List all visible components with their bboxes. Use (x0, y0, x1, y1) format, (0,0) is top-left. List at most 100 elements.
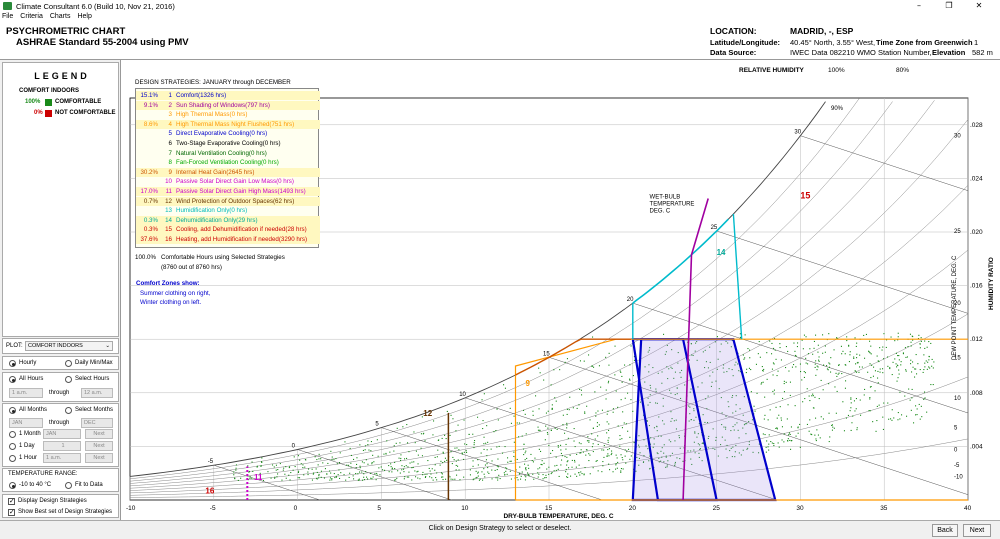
menu-charts[interactable]: Charts (49, 13, 71, 20)
strategy-row-9[interactable]: 30.2% 9 Internal Heat Gain(2645 hrs) (136, 167, 320, 178)
next-button[interactable]: Next (963, 524, 991, 537)
select-hours-radio[interactable] (65, 376, 72, 383)
data-point (542, 478, 544, 480)
strategy-row-16[interactable]: 37.6% 16 Heating, add Humidification if ne… (136, 235, 320, 245)
data-point (602, 461, 604, 463)
data-point (415, 476, 417, 478)
wet-bulb-label: DEG. C (650, 209, 671, 215)
data-point (552, 450, 554, 452)
data-point (569, 454, 571, 456)
one-day-field[interactable]: 1 (43, 441, 81, 451)
one-month-next-button[interactable]: Next (85, 429, 113, 439)
data-point (348, 476, 350, 478)
data-point (834, 386, 836, 388)
temp-range-radio-2[interactable] (65, 482, 72, 489)
hour-from-field[interactable]: 1 a.m. (9, 388, 43, 398)
strategy-row-3[interactable]: 3 High Thermal Mass(0 hrs) (136, 110, 320, 119)
data-point (728, 406, 730, 408)
strategy-row-11[interactable]: 17.0% 11 Passive Solar Direct Gain High Ma… (136, 187, 320, 197)
temp-range-radio-1[interactable] (9, 482, 16, 489)
data-point (704, 349, 706, 351)
data-point (671, 367, 673, 369)
data-point (463, 476, 465, 478)
menu-criteria[interactable]: Criteria (20, 13, 43, 20)
data-point (233, 474, 235, 476)
menu-help[interactable]: Help (77, 13, 92, 20)
data-point (612, 411, 614, 413)
data-point (889, 367, 891, 369)
data-point (812, 407, 814, 409)
minimize-button[interactable]: – (917, 1, 921, 10)
show-best-checkbox[interactable]: ✓ (8, 509, 15, 516)
hour-to-field[interactable]: 12 a.m. (81, 388, 113, 398)
legend-not-pct: 0% (34, 110, 43, 116)
hourly-radio[interactable] (9, 360, 16, 367)
data-point (704, 367, 706, 369)
strategy-row-14[interactable]: 0.3% 14 Dehumidification Only(29 hrs) (136, 215, 320, 226)
strategy-row-15[interactable]: 0.3% 15 Cooling, add Dehumidification if n… (136, 225, 320, 235)
strategy-row-4[interactable]: 8.6% 4 High Thermal Mass Night Flushed(751… (136, 119, 320, 130)
data-point (780, 359, 782, 361)
strategy-row-13[interactable]: 13 Humidification Only(0 hrs) (136, 206, 320, 215)
wet-bulb-line (716, 230, 969, 314)
one-month-radio[interactable] (9, 431, 16, 438)
maximize-button[interactable]: ❐ (945, 1, 953, 10)
data-point (329, 477, 331, 479)
data-point (323, 477, 325, 479)
strategy-row-10[interactable]: 10 Passive Solar Direct Gain Low Mass(0 h… (136, 177, 320, 186)
back-button[interactable]: Back (932, 524, 958, 537)
data-point (885, 346, 887, 348)
menu-file[interactable]: File (2, 13, 14, 20)
data-point (370, 441, 372, 443)
data-point (607, 382, 609, 384)
strategy-row-12[interactable]: 0.7% 12 Wind Protection of Outdoor Spaces(… (136, 196, 320, 206)
data-point (706, 408, 708, 410)
strategy-row-2[interactable]: 9.1% 2 Sun Shading of Windows(797 hrs) (136, 100, 320, 110)
all-hours-radio[interactable] (9, 376, 16, 383)
display-strategies-checkbox[interactable]: ✓ (8, 498, 15, 505)
all-months-radio[interactable] (9, 407, 16, 414)
data-point (820, 416, 822, 418)
data-point (667, 378, 669, 380)
strategy-row-1[interactable]: 15.1% 1 Comfort(1326 hrs) (136, 91, 320, 101)
strategy-label: Heating, add Humidification if needed(32… (176, 236, 308, 243)
data-point (771, 342, 773, 344)
one-day-next-button[interactable]: Next (85, 441, 113, 451)
data-point (650, 387, 652, 389)
summary-hours: (8760 out of 8760 hrs) (161, 264, 222, 271)
data-point (842, 401, 844, 403)
plot-select[interactable]: COMFORT INDOORS ⌄ (25, 341, 113, 351)
data-point (592, 467, 594, 469)
data-point (322, 462, 324, 464)
one-hour-next-button[interactable]: Next (85, 453, 113, 463)
data-point (428, 467, 430, 469)
one-hour-field[interactable]: 1 a.m. (43, 453, 81, 463)
daily-radio[interactable] (65, 360, 72, 367)
data-point (853, 400, 855, 402)
y-tick-label: .008 (970, 390, 983, 397)
data-point (818, 398, 820, 400)
month-from-field[interactable]: JAN (9, 418, 43, 428)
strategy-row-6[interactable]: 6 Two-Stage Evaporative Cooling(0 hrs) (136, 139, 320, 148)
plot-label: PLOT: (6, 343, 23, 349)
month-to-field[interactable]: DEC (81, 418, 113, 428)
close-button[interactable]: ✕ (975, 1, 983, 10)
one-month-field[interactable]: JAN (43, 429, 81, 439)
all-hours-label: All Hours (19, 376, 44, 382)
data-point (537, 472, 539, 474)
strategy-row-5[interactable]: 5 Direct Evaporative Cooling(0 hrs) (136, 129, 320, 138)
data-point (787, 440, 789, 442)
strategy-row-8[interactable]: 8 Fan-Forced Ventilation Cooling(0 hrs) (136, 158, 320, 167)
data-point (281, 479, 283, 481)
one-day-radio[interactable] (9, 443, 16, 450)
data-point (505, 470, 507, 472)
one-hour-radio[interactable] (9, 455, 16, 462)
strategy-row-7[interactable]: 7 Natural Ventilation Cooling(0 hrs) (136, 149, 320, 158)
hours-box: All Hours Select Hours 1 a.m. through 12… (2, 372, 119, 402)
data-point (562, 414, 564, 416)
select-months-radio[interactable] (65, 407, 72, 414)
data-point (366, 476, 368, 478)
data-point (826, 365, 828, 367)
display-strategies-label: Display Design Strategies (18, 498, 87, 504)
